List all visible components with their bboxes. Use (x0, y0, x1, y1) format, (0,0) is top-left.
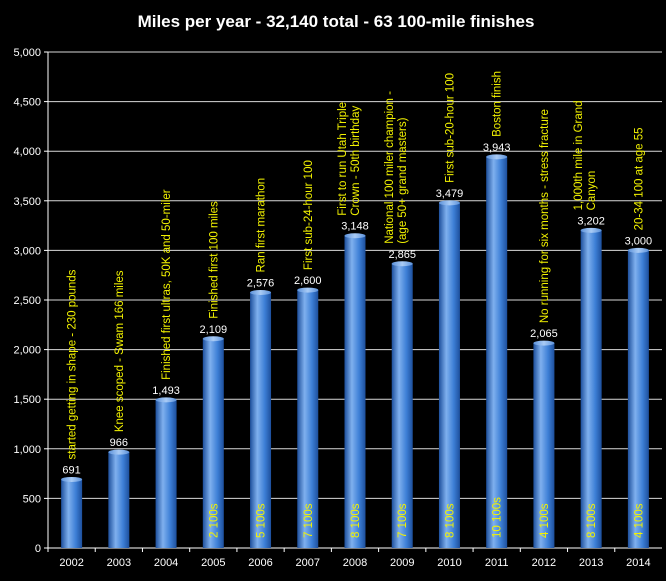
y-tick-label: 0 (35, 543, 41, 555)
bar (486, 156, 508, 548)
y-tick-label: 1,000 (13, 444, 41, 456)
bar-top (344, 233, 366, 239)
annotation-label: Ran first marathon (256, 178, 268, 273)
annotation-label: Canyon (586, 171, 598, 211)
bar (250, 292, 272, 548)
bar (61, 479, 83, 548)
value-label: 2,600 (294, 275, 322, 287)
bar-top (486, 154, 508, 160)
bar (533, 343, 555, 548)
annotation-label: First to run Utah Triple (337, 102, 349, 216)
value-label: 2,865 (388, 249, 416, 261)
annotation-label: First sub-24-hour 100 (303, 160, 315, 270)
x-tick-label: 2011 (485, 557, 509, 569)
x-tick-label: 2007 (296, 557, 320, 569)
value-label: 2,109 (200, 324, 228, 336)
x-tick-label: 2006 (248, 557, 272, 569)
bar (344, 235, 366, 549)
value-label: 1,493 (152, 385, 180, 397)
bar-inside-label: 8 100s (350, 503, 362, 538)
bar-top (250, 289, 272, 295)
bar-top (533, 340, 555, 346)
value-label: 3,943 (483, 142, 511, 154)
bar (627, 250, 649, 548)
bar-inside-label: 10 100s (492, 497, 504, 538)
x-tick-label: 2013 (579, 557, 603, 569)
bar-top (391, 261, 413, 267)
x-tick-label: 2010 (437, 557, 461, 569)
bar-top (627, 247, 649, 253)
value-label: 2,065 (530, 328, 558, 340)
bar-top (61, 476, 83, 482)
value-label: 2,576 (247, 277, 275, 289)
annotation-label: Knee scoped - Swam 166 miles (114, 270, 126, 432)
y-tick-label: 1,500 (13, 394, 41, 406)
bar (297, 290, 319, 548)
y-tick-label: 3,500 (13, 196, 41, 208)
annotation-label: National 100 miler champion - (384, 91, 396, 244)
x-tick-label: 2014 (626, 557, 650, 569)
bar-inside-label: 2 100s (208, 503, 220, 538)
value-label: 966 (110, 437, 128, 449)
bar (391, 263, 413, 548)
value-label: 3,148 (341, 221, 369, 233)
annotation-label: No running for six months - stress fract… (539, 109, 551, 323)
x-tick-label: 2009 (390, 557, 414, 569)
bar-inside-label: 8 100s (586, 503, 598, 538)
y-tick-label: 3,000 (13, 245, 41, 257)
x-tick-label: 2008 (343, 557, 367, 569)
bar-top (297, 287, 319, 293)
annotation-label: Finished first ultras, 50K and 50-miler (161, 189, 173, 380)
annotation-label: Crown - 50th birthday (350, 106, 362, 216)
y-tick-label: 4,500 (13, 97, 41, 109)
bar-top (155, 397, 177, 403)
bar (155, 399, 177, 548)
y-tick-label: 4,000 (13, 146, 41, 158)
annotation-label: (age 50+ grand masters) (397, 117, 409, 243)
bar (108, 452, 130, 548)
bar-inside-label: 8 100s (444, 503, 456, 538)
axes: 0 500 1,000 1,500 2,000 2,500 3,000 3,500 4,000 4… (13, 47, 662, 555)
y-tick-label: 5,000 (13, 47, 41, 59)
annotation-label: Finished first 100 miles (208, 201, 220, 319)
bar (438, 202, 460, 549)
x-tick-label: 2003 (107, 557, 131, 569)
bar-inside-label: 4 100s (539, 503, 551, 538)
bar (580, 230, 602, 548)
value-label: 3,202 (577, 215, 605, 227)
y-tick-label: 500 (23, 493, 41, 505)
value-label: 3,479 (436, 188, 464, 200)
bar-top (202, 336, 224, 342)
annotation-label: 1,000th mile in Grand (573, 100, 585, 210)
data-labels: 2002 691 started getting in shape - 230 po… (59, 71, 652, 569)
chart-title: Miles per year - 32,140 total - 63 100-m… (138, 12, 535, 31)
bar-inside-label: 7 100s (303, 503, 315, 538)
bar-inside-label: 7 100s (397, 503, 409, 538)
annotation-label: 20-34 100 at age 55 (633, 127, 645, 230)
bar (202, 338, 224, 548)
annotation-label: Boston finish (492, 71, 504, 137)
annotation-label: started getting in shape - 230 pounds (67, 269, 79, 459)
y-tick-label: 2,000 (13, 345, 41, 357)
x-tick-label: 2004 (154, 557, 178, 569)
bar-inside-label: 4 100s (633, 503, 645, 538)
bar-top (108, 449, 130, 455)
bar-inside-label: 5 100s (256, 503, 268, 538)
y-tick-label: 2,500 (13, 295, 41, 307)
bar-top (580, 227, 602, 233)
value-label: 691 (62, 464, 80, 476)
bar-top (438, 200, 460, 206)
annotation-label: First sub-20-hour 100 (444, 73, 456, 183)
bars (61, 154, 649, 549)
x-tick-label: 2012 (532, 557, 556, 569)
x-tick-label: 2005 (201, 557, 225, 569)
x-tick-label: 2002 (59, 557, 83, 569)
value-label: 3,000 (625, 235, 653, 247)
